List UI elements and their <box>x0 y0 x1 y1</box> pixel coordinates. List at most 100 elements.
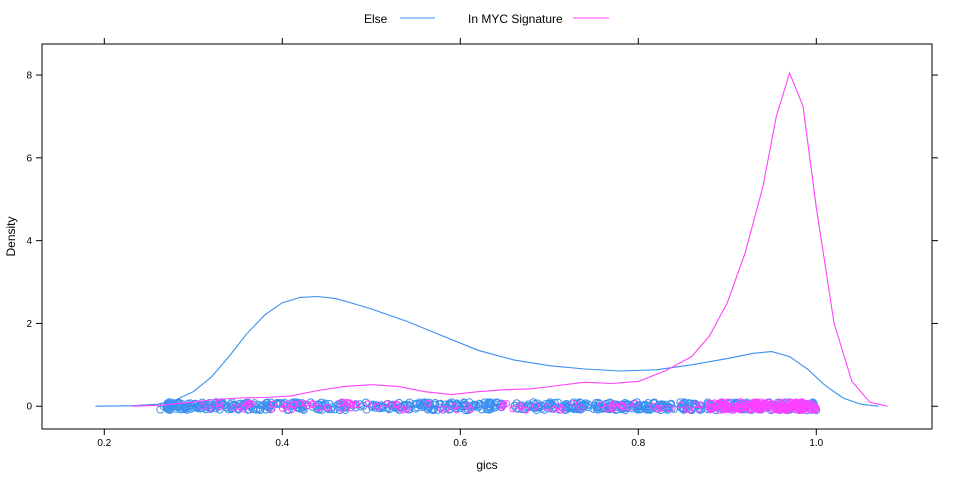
rug-point-else <box>592 404 601 413</box>
rug-point-myc <box>692 401 700 409</box>
rug-point-myc <box>453 406 461 414</box>
rug-point-myc <box>752 399 761 408</box>
legend-label: In MYC Signature <box>468 12 563 26</box>
legend: Else In MYC Signature <box>364 12 609 26</box>
rug-point-else <box>224 405 233 414</box>
rug-point-else <box>465 398 474 407</box>
rug-point-else <box>181 403 190 412</box>
rug-point-myc <box>343 399 351 407</box>
axis-ticks: 0.2 0.4 0.6 0.8 1.0 0 2 4 6 8 <box>26 38 938 449</box>
rug-point-myc <box>760 399 769 408</box>
rug-point-else <box>548 400 557 409</box>
rug-point-myc <box>557 406 565 414</box>
rug-point-myc <box>509 405 517 413</box>
rug-point-myc <box>383 400 391 408</box>
rug-point-myc <box>442 405 450 413</box>
rug-point-myc <box>516 402 524 410</box>
rug-point-myc <box>499 402 507 410</box>
rug-point-else <box>378 403 387 412</box>
rug-point-else <box>435 400 444 409</box>
rug-point-myc <box>289 401 297 409</box>
density-lines <box>95 71 888 407</box>
rug-point-myc <box>243 400 251 408</box>
x-axis-title: gics <box>476 458 497 472</box>
rug-point-else <box>676 398 685 407</box>
density-line-myc <box>130 71 888 407</box>
rug-point-myc <box>314 404 322 412</box>
rug-point-myc <box>686 406 694 414</box>
rug-point-myc <box>781 404 790 413</box>
rug-point-myc <box>543 403 551 411</box>
rug-point-else <box>529 398 538 407</box>
rug-point-myc <box>340 398 348 406</box>
rug-point-myc <box>353 401 361 409</box>
rug-point-else <box>485 399 494 408</box>
rug-point-else <box>446 400 455 409</box>
rug-point-myc <box>608 405 616 413</box>
rug-point-myc <box>756 398 765 407</box>
rug-point-myc <box>347 404 355 412</box>
rug-point-myc <box>706 399 715 408</box>
rug-point-else <box>460 400 469 409</box>
rug-point-myc <box>696 401 704 409</box>
rug-point-myc <box>281 402 289 410</box>
rug-point-myc <box>558 404 566 412</box>
rug-point-myc <box>570 399 578 407</box>
rug-point-myc <box>610 400 618 408</box>
rug-point-else <box>484 398 493 407</box>
rug-point-else <box>584 403 593 412</box>
rug-point-else <box>532 406 541 415</box>
rug-point-myc <box>437 405 445 413</box>
rug-point-myc <box>694 405 702 413</box>
rug-point-myc <box>806 405 815 414</box>
rug-point-myc <box>215 399 223 407</box>
plot-frame <box>41 43 933 430</box>
rug-point-else <box>433 405 442 414</box>
y-tick-label: 4 <box>26 236 32 247</box>
rug-point-else <box>524 400 533 409</box>
rug-point-myc <box>677 401 685 409</box>
y-axis-title: Density <box>4 216 18 256</box>
rug-point-myc <box>198 402 206 410</box>
rug-point-else <box>510 401 519 410</box>
y-tick-label: 8 <box>26 71 32 82</box>
rug-point-else <box>207 403 216 412</box>
rug-point-myc <box>400 406 408 414</box>
rug-point-myc <box>403 405 411 413</box>
rug-point-myc <box>532 402 540 410</box>
x-tick-label: 1.0 <box>809 438 823 449</box>
rug-point-myc <box>768 403 777 412</box>
y-tick-label: 6 <box>26 153 32 164</box>
rug-point-myc <box>464 402 472 410</box>
rug-point-else <box>512 399 521 408</box>
y-tick-label: 0 <box>26 402 32 413</box>
x-tick-label: 0.8 <box>631 438 645 449</box>
rug-point-myc <box>784 405 793 414</box>
rug-point-myc <box>216 403 224 411</box>
rug-point-myc <box>631 399 639 407</box>
rug-point-myc <box>387 401 395 409</box>
rug-point-else <box>492 398 501 407</box>
legend-label: Else <box>364 12 388 26</box>
rug-point-myc <box>706 403 715 412</box>
rug-point-myc <box>649 402 657 410</box>
rug-point-else <box>250 399 259 408</box>
rug-point-myc <box>374 403 382 411</box>
rug-point-else <box>678 400 687 409</box>
rug-point-myc <box>268 405 276 413</box>
rug-point-myc <box>364 400 372 408</box>
rug-points <box>156 398 821 415</box>
rug-point-myc <box>424 399 432 407</box>
rug-point-else <box>272 399 281 408</box>
rug-point-else <box>459 402 468 411</box>
x-tick-label: 0.4 <box>275 438 289 449</box>
rug-point-else <box>649 403 658 412</box>
rug-point-myc <box>618 401 626 409</box>
rug-point-myc <box>337 399 345 407</box>
rug-point-myc <box>309 400 317 408</box>
rug-point-myc <box>744 402 753 411</box>
rug-point-else <box>645 403 654 412</box>
rug-point-myc <box>811 405 820 414</box>
rug-point-myc <box>683 405 691 413</box>
